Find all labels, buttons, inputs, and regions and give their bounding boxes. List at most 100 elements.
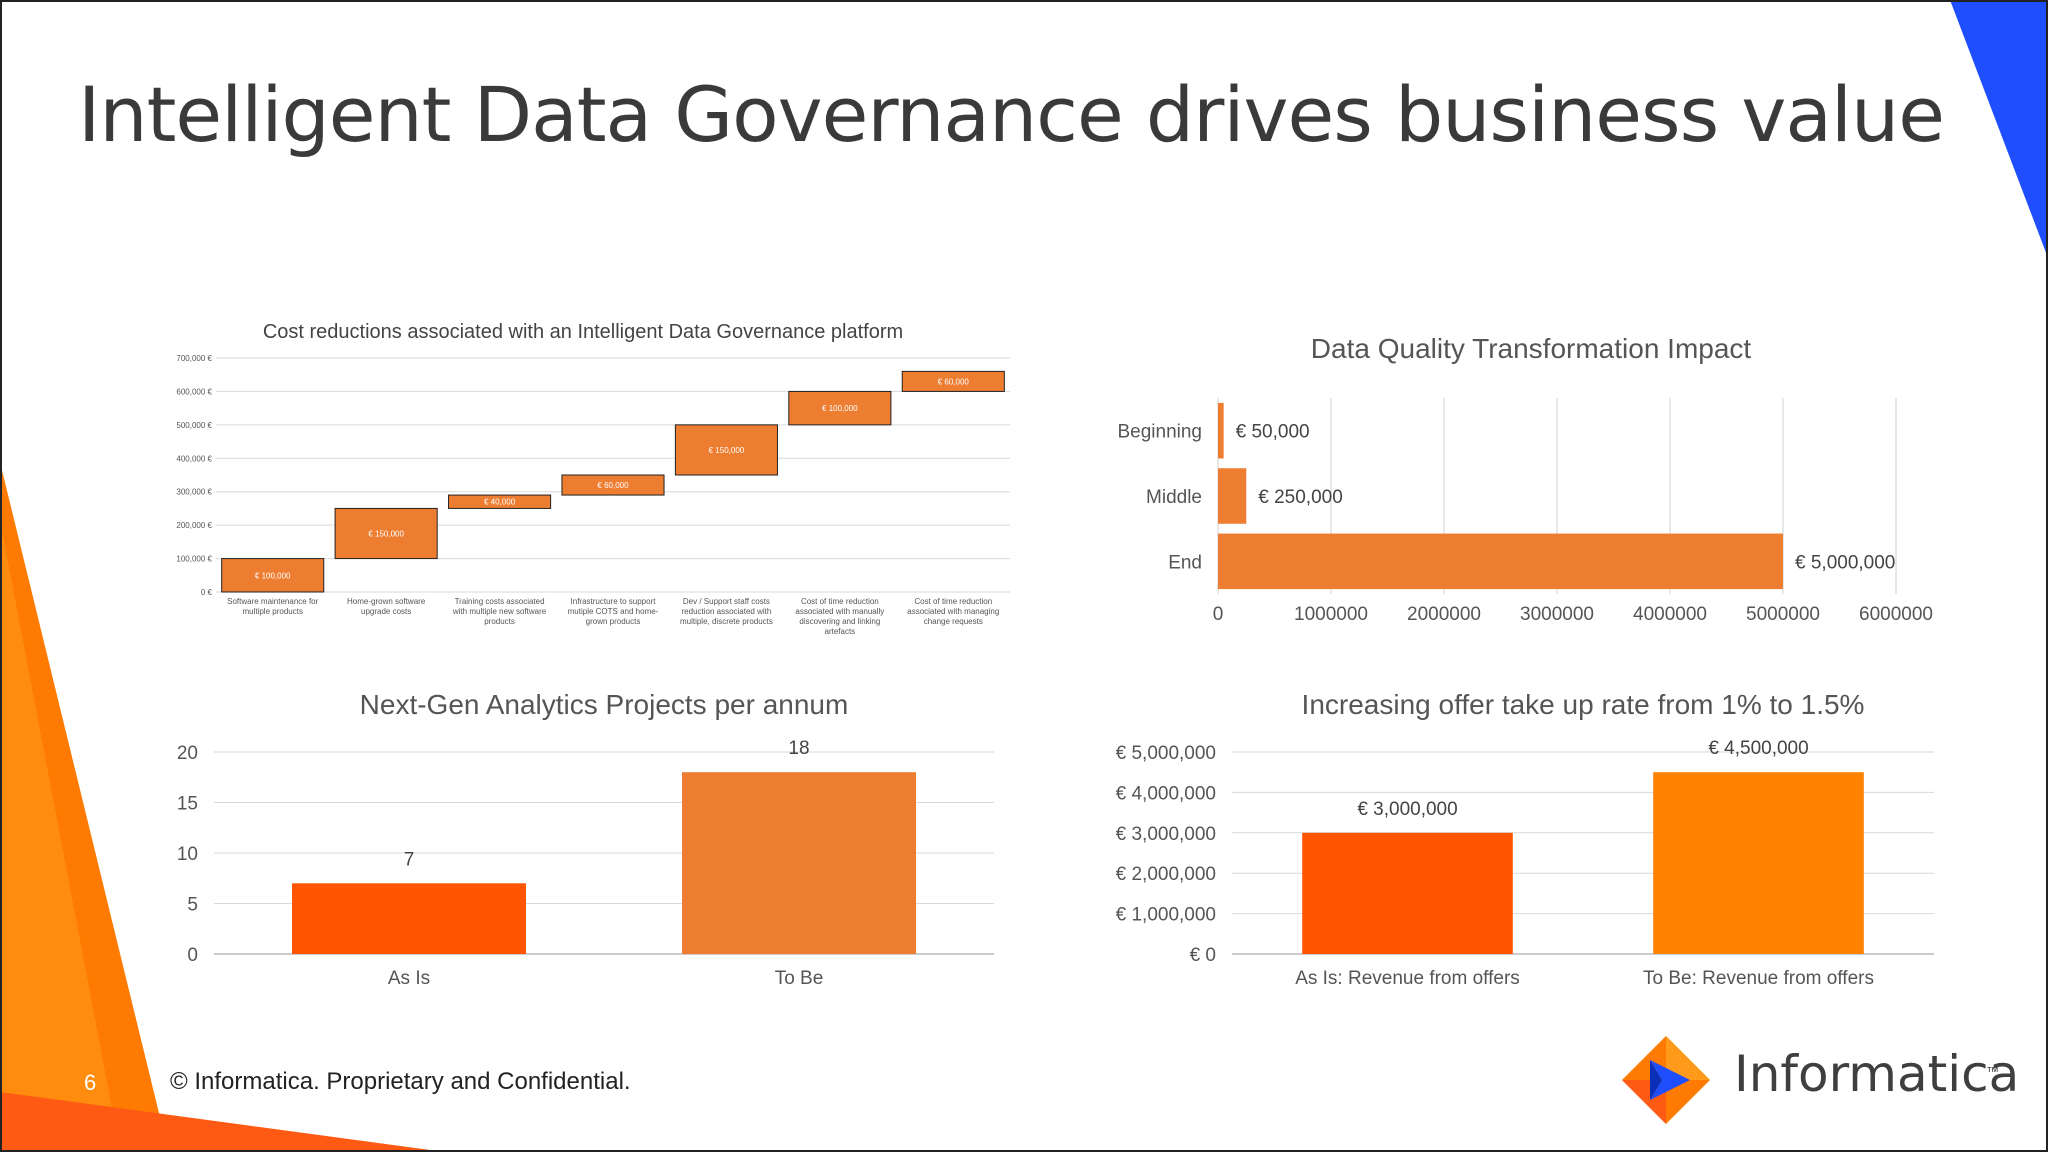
waterfall-bar [901, 370, 1005, 392]
analytics-y-tick-label: 0 [187, 945, 198, 966]
dq-x-tick-label: 3000000 [1520, 604, 1594, 625]
dq-bar [1218, 533, 1783, 590]
waterfall-y-tick-label: 600,000 € [176, 387, 212, 396]
dq-x-tick-label: 1000000 [1294, 604, 1368, 625]
offer-data-label: € 3,000,000 [1357, 799, 1457, 820]
dq-category-label: Beginning [1117, 422, 1202, 443]
dq-x-tick-label: 5000000 [1746, 604, 1820, 625]
brand-trademark: ™ [1986, 1064, 1999, 1079]
offer-y-tick-label: € 5,000,000 [1116, 743, 1216, 764]
waterfall-bar [334, 507, 438, 560]
dq-x-tick-label: 0 [1213, 604, 1224, 625]
waterfall-bar [448, 494, 552, 509]
waterfall-chart-svg: Cost reductions associated with an Intel… [176, 321, 1010, 636]
waterfall-y-tick-label: 700,000 € [176, 354, 212, 363]
dq-data-label: € 250,000 [1258, 487, 1343, 508]
dq-bar [1218, 468, 1247, 524]
waterfall-bar [674, 424, 778, 476]
waterfall-y-tick-label: 300,000 € [176, 488, 212, 497]
page-number: 6 [84, 1070, 97, 1095]
waterfall-category-label: discovering and linking [799, 617, 880, 626]
waterfall-category-label: grown products [586, 617, 641, 626]
footer-copyright: © Informatica. Proprietary and Confident… [170, 1068, 631, 1095]
waterfall-bar [221, 558, 325, 593]
waterfall-data-label: € 100,000 [822, 404, 858, 413]
waterfall-data-label: € 150,000 [709, 446, 745, 455]
dq-bar [1218, 402, 1224, 459]
waterfall-bar [788, 390, 892, 426]
offer-title: Increasing offer take up rate from 1% to… [1302, 689, 1865, 720]
blue-corner-shape [1950, 0, 2048, 258]
analytics-data-label: 7 [404, 849, 415, 870]
waterfall-y-tick-label: 500,000 € [176, 421, 212, 430]
analytics-bar [682, 772, 916, 954]
informatica-logo-icon [1622, 1036, 1710, 1124]
waterfall-category-label: change requests [924, 617, 983, 626]
dq-title: Data Quality Transformation Impact [1311, 333, 1752, 364]
orange-side-shape-light [0, 520, 120, 1150]
waterfall-category-label: Software maintenance for [227, 597, 318, 606]
waterfall-category-label: multiple products [242, 607, 302, 616]
offer-y-tick-label: € 2,000,000 [1116, 864, 1216, 885]
offer-chart: Increasing offer take up rate from 1% to… [1090, 680, 1960, 1000]
waterfall-category-label: Dev / Support staff costs [683, 597, 770, 606]
dq-x-tick-label: 2000000 [1407, 604, 1481, 625]
waterfall-y-tick-label: 200,000 € [176, 521, 212, 530]
analytics-title: Next-Gen Analytics Projects per annum [360, 689, 849, 720]
offer-bar [1653, 772, 1864, 954]
brand-name: Informatica [1734, 1045, 2020, 1103]
waterfall-category-label: mutiple COTS and home- [568, 607, 659, 616]
offer-bar [1302, 832, 1513, 954]
dq-x-tick-label: 4000000 [1633, 604, 1707, 625]
waterfall-category-label: upgrade costs [361, 607, 411, 616]
dq-category-label: End [1168, 552, 1202, 573]
analytics-bar [292, 883, 526, 954]
offer-y-tick-label: € 4,000,000 [1116, 783, 1216, 804]
analytics-category-label: To Be [775, 968, 824, 989]
waterfall-category-label: Home-grown software [347, 597, 426, 606]
offer-data-label: € 4,500,000 [1708, 738, 1808, 759]
waterfall-category-label: Training costs associated [455, 597, 545, 606]
dq-data-label: € 50,000 [1236, 422, 1310, 443]
waterfall-category-label: reduction associated with [682, 607, 772, 616]
waterfall-y-tick-label: 400,000 € [176, 454, 212, 463]
dq-x-tick-label: 6000000 [1859, 604, 1933, 625]
offer-category-label: To Be: Revenue from offers [1643, 968, 1874, 989]
waterfall-category-label: multiple, discrete products [680, 617, 773, 626]
offer-chart-svg: Increasing offer take up rate from 1% to… [1116, 689, 1934, 989]
waterfall-y-tick-label: 0 € [201, 588, 213, 597]
waterfall-chart: Cost reductions associated with an Intel… [160, 314, 1020, 644]
waterfall-category-label: with multiple new software [452, 607, 547, 616]
analytics-y-tick-label: 5 [187, 895, 198, 916]
dq-chart: Data Quality Transformation Impact 0 10000… [1090, 322, 1960, 642]
waterfall-data-label: € 60,000 [938, 377, 970, 386]
dq-chart-svg: Data Quality Transformation Impact 0 10000… [1117, 333, 1933, 625]
orange-bottom-band [0, 1092, 430, 1150]
analytics-y-tick-label: 10 [177, 844, 198, 865]
waterfall-category-label: associated with manually [795, 607, 884, 616]
offer-category-label: As Is: Revenue from offers [1295, 968, 1520, 989]
dq-data-label: € 5,000,000 [1795, 552, 1895, 573]
analytics-y-tick-label: 20 [177, 743, 198, 764]
waterfall-category-label: products [484, 617, 515, 626]
waterfall-data-label: € 60,000 [597, 481, 629, 490]
waterfall-data-label: € 40,000 [484, 498, 516, 507]
waterfall-bar [561, 474, 665, 496]
analytics-chart: Next-Gen Analytics Projects per annum 0 5 1… [160, 680, 1020, 1000]
waterfall-data-label: € 150,000 [368, 530, 404, 539]
analytics-y-tick-label: 15 [177, 794, 198, 815]
dq-category-label: Middle [1146, 487, 1202, 508]
offer-y-tick-label: € 0 [1190, 945, 1216, 966]
waterfall-category-label: Cost of time reduction [914, 597, 992, 606]
waterfall-category-label: artefacts [825, 627, 856, 636]
offer-y-tick-label: € 1,000,000 [1116, 905, 1216, 926]
slide-title: Intelligent Data Governance drives busin… [78, 70, 1945, 159]
analytics-category-label: As Is [388, 968, 430, 989]
analytics-data-label: 18 [788, 738, 809, 759]
offer-y-tick-label: € 3,000,000 [1116, 824, 1216, 845]
waterfall-y-tick-label: 100,000 € [176, 555, 212, 564]
waterfall-title: Cost reductions associated with an Intel… [263, 321, 903, 343]
waterfall-data-label: € 100,000 [255, 571, 291, 580]
analytics-chart-svg: Next-Gen Analytics Projects per annum 0 5 1… [177, 689, 994, 989]
